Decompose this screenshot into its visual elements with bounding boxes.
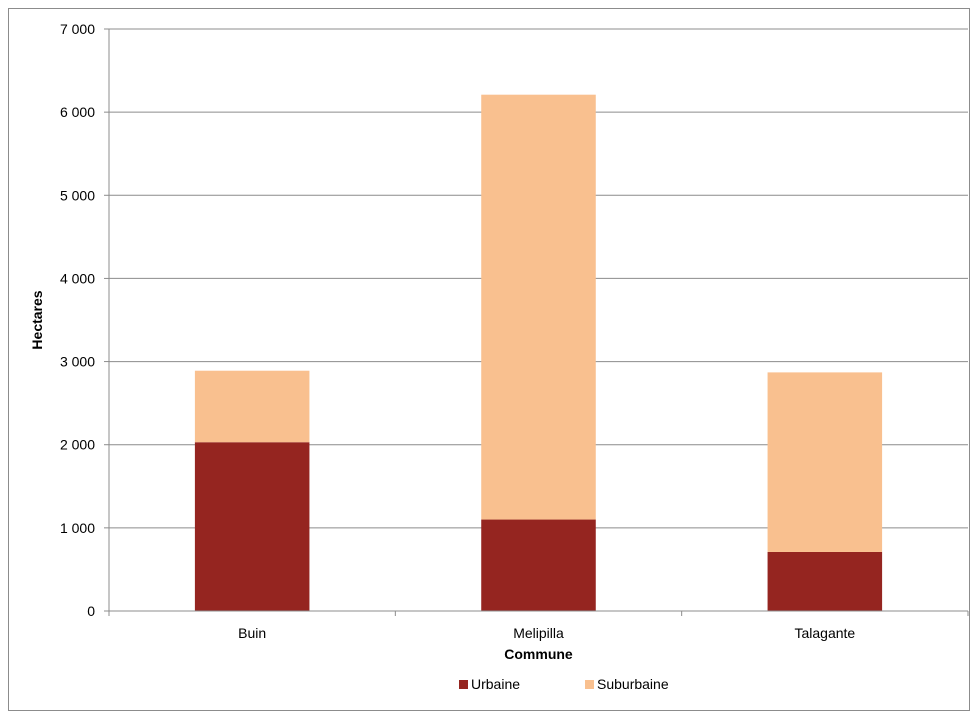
x-tick-label: Buin [238,625,266,641]
x-tick-label: Talagante [794,625,855,641]
bar-urbaine-melipilla [481,519,596,611]
bar-urbaine-talagante [767,551,883,611]
y-tick-label: 7 000 [60,21,95,37]
y-tick-label: 4 000 [60,270,95,286]
legend: Urbaine Suburbaine [459,676,669,692]
y-tick-label: 2 000 [60,437,95,453]
y-tick-label: 1 000 [60,520,95,536]
bar-urbaine-buin [194,442,310,611]
bar-suburbaine-melipilla [481,94,596,520]
bar-suburbaine-talagante [767,372,883,552]
legend-swatch-suburbaine [585,680,594,689]
axes: 0 1 000 2 000 3 000 4 000 5 000 6 000 7 000 Buin… [60,21,969,641]
bar-suburbaine-buin [194,370,310,443]
x-axis-title: Commune [504,646,573,662]
legend-swatch-urbaine [459,680,468,689]
chart-frame [8,8,970,711]
legend-label-urbaine: Urbaine [471,676,520,692]
x-tick-label: Melipilla [513,625,564,641]
y-tick-label: 5 000 [60,187,95,203]
y-tick-label: 6 000 [60,104,95,120]
legend-label-suburbaine: Suburbaine [597,676,669,692]
y-axis-title: Hectares [29,290,45,349]
y-tick-label: 3 000 [60,354,95,370]
bars [194,94,883,611]
y-tick-label: 0 [87,603,95,619]
